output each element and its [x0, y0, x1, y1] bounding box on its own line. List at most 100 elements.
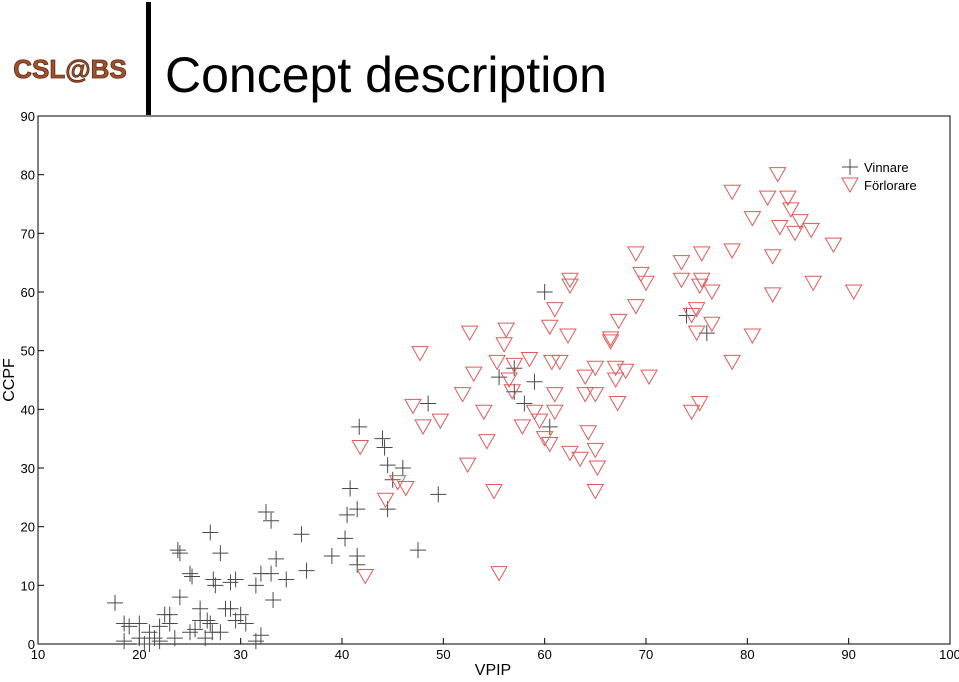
- triangle-marker: [520, 351, 539, 368]
- triangle-marker: [687, 302, 706, 318]
- triangle-marker: [609, 313, 628, 330]
- x-axis-label: VPIP: [475, 662, 511, 677]
- triangle-marker: [690, 395, 709, 412]
- x-tick-label: 70: [639, 647, 653, 662]
- triangle-marker: [576, 387, 595, 403]
- plus-marker: [526, 373, 543, 390]
- plus-marker: [323, 548, 340, 564]
- plus-marker: [541, 418, 558, 435]
- x-tick-label: 50: [436, 647, 450, 662]
- plus-marker: [268, 550, 285, 567]
- logo: CSL@BS: [13, 54, 126, 84]
- plus-marker: [151, 618, 168, 635]
- triangle-marker: [540, 319, 559, 336]
- triangle-marker: [608, 395, 627, 412]
- plus-marker: [252, 627, 269, 644]
- triangle-marker: [770, 219, 789, 236]
- triangle-marker: [786, 225, 804, 242]
- triangle-marker: [488, 354, 506, 371]
- plus-marker: [237, 615, 254, 632]
- triangle-marker: [404, 398, 422, 415]
- y-tick-label: 60: [21, 285, 35, 300]
- plus-marker: [222, 574, 239, 591]
- triangle-marker: [551, 354, 569, 371]
- triangle-marker: [743, 328, 762, 345]
- plus-marker: [222, 600, 239, 617]
- slide-title: Concept description: [165, 47, 607, 103]
- triangle-marker: [475, 404, 493, 421]
- triangle-marker: [703, 284, 721, 301]
- x-tick-label: 10: [31, 647, 45, 662]
- triangle-marker: [376, 492, 395, 509]
- triangle-marker: [844, 284, 863, 301]
- plus-marker: [293, 526, 310, 543]
- plus-marker: [265, 592, 282, 608]
- triangle-marker: [485, 483, 503, 500]
- x-tick-label: 20: [132, 647, 146, 662]
- y-tick-label: 30: [21, 461, 35, 476]
- triangle-marker: [768, 167, 787, 183]
- plus-marker: [351, 418, 368, 435]
- triangle-marker: [478, 434, 496, 450]
- plus-marker: [263, 512, 280, 529]
- triangle-marker: [453, 387, 472, 403]
- triangle-marker: [411, 346, 429, 362]
- x-tick-label: 100: [939, 647, 959, 662]
- legend-marker: [841, 177, 859, 194]
- plus-marker: [212, 545, 229, 562]
- plus-marker: [156, 606, 173, 623]
- triangle-marker: [692, 272, 711, 289]
- triangle-marker: [561, 445, 579, 462]
- triangle-marker: [616, 363, 635, 380]
- plus-marker: [337, 530, 354, 547]
- plus-marker: [116, 615, 133, 632]
- triangle-marker: [431, 413, 450, 430]
- legend-label: Förlorare: [864, 178, 917, 193]
- plus-marker: [349, 556, 366, 573]
- plus-marker: [374, 430, 391, 447]
- triangle-marker: [723, 354, 741, 371]
- plus-marker: [232, 606, 249, 623]
- triangle-marker: [525, 404, 544, 421]
- plus-marker: [141, 636, 158, 652]
- triangle-marker: [505, 357, 524, 374]
- triangle-marker: [763, 249, 782, 265]
- y-tick-label: 70: [21, 226, 35, 241]
- legend-label: Vinnare: [864, 160, 909, 175]
- plus-marker: [182, 624, 198, 641]
- plus-marker: [182, 565, 198, 582]
- plus-marker: [342, 480, 359, 497]
- triangle-marker: [530, 413, 549, 430]
- triangle-marker: [464, 366, 483, 383]
- triangle-marker: [571, 451, 589, 468]
- plus-marker: [506, 383, 523, 400]
- triangle-marker: [351, 439, 370, 456]
- triangle-marker: [606, 372, 625, 389]
- triangle-marker: [672, 255, 691, 271]
- triangle-marker: [545, 404, 564, 421]
- triangle-marker: [540, 437, 559, 453]
- triangle-marker: [586, 442, 605, 459]
- triangle-marker: [586, 360, 605, 377]
- triangle-marker: [723, 184, 741, 201]
- triangle-marker: [495, 337, 513, 353]
- triangle-marker: [763, 287, 782, 303]
- plus-marker: [410, 542, 426, 559]
- plus-marker: [171, 545, 188, 562]
- y-tick-label: 0: [28, 637, 35, 652]
- triangle-marker: [561, 272, 579, 289]
- plus-marker: [430, 486, 447, 503]
- triangle-marker: [682, 404, 701, 421]
- triangle-marker: [743, 211, 762, 227]
- x-tick-label: 30: [233, 647, 247, 662]
- triangle-marker: [782, 202, 800, 218]
- y-tick-label: 10: [21, 578, 35, 593]
- triangle-marker: [802, 222, 821, 239]
- triangle-marker: [601, 331, 620, 347]
- triangle-marker: [627, 299, 645, 315]
- plus-marker: [536, 284, 553, 300]
- triangle-marker: [576, 369, 595, 386]
- triangle-marker: [687, 325, 706, 342]
